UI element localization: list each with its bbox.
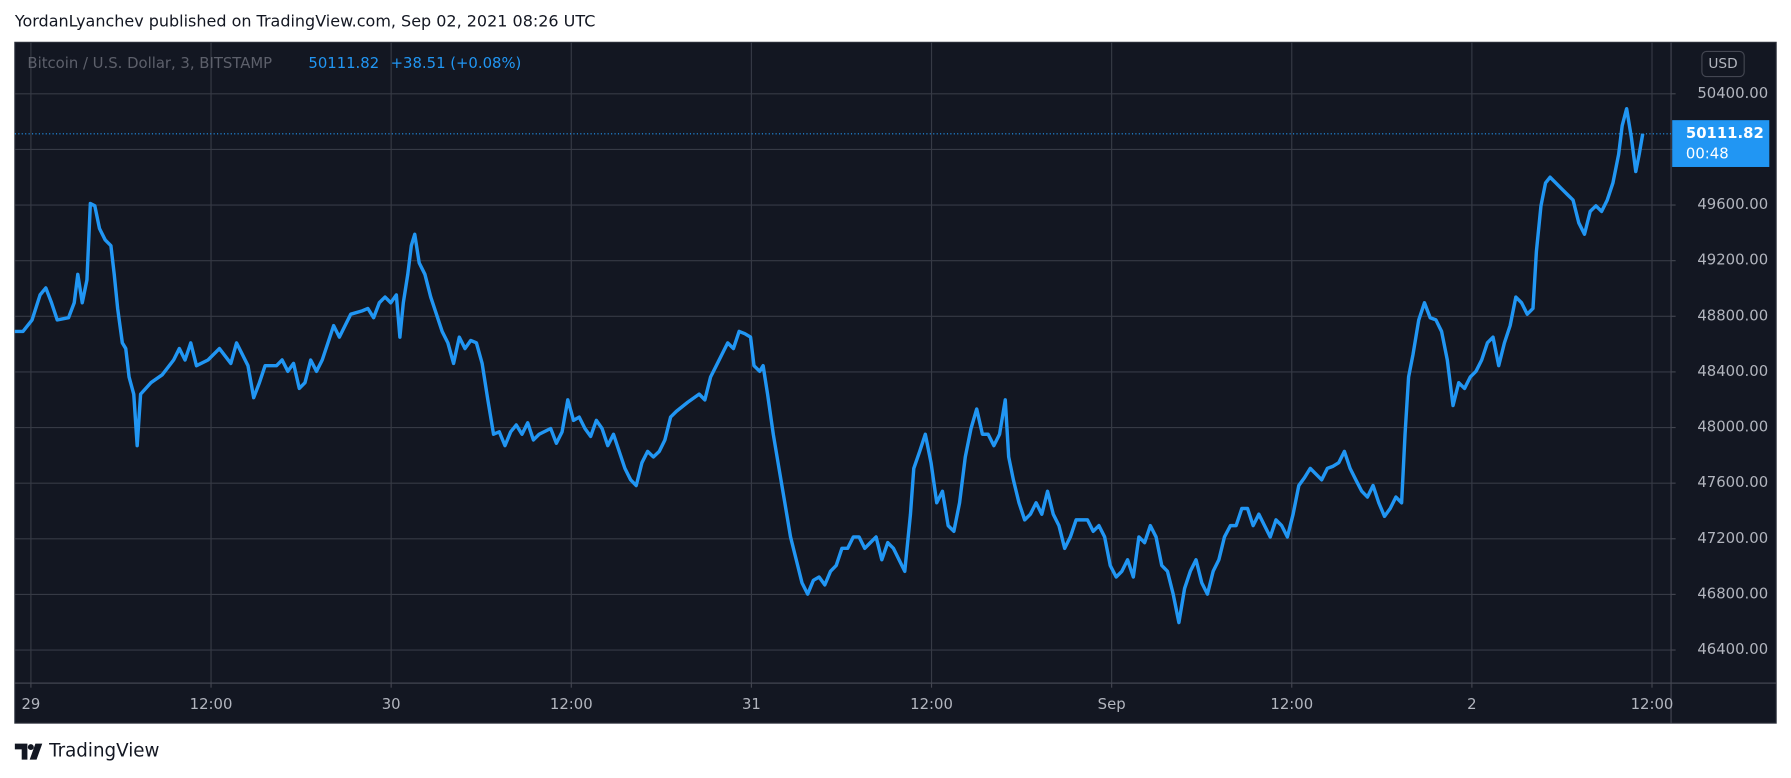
axes: 46400.00 46800.00 47200.00 47600.00 48000.00… [21, 85, 1770, 713]
chart-background [14, 41, 1777, 724]
x-tick-label: 12:00 [550, 696, 593, 713]
y-tick-label: 50400.00 [1697, 85, 1768, 102]
currency: USD [1708, 56, 1737, 72]
currency-box[interactable] [1701, 50, 1745, 78]
symbol-title: Bitcoin / U.S. Dollar, 3, BITSTAMP [27, 55, 272, 72]
logo-mark [14, 743, 43, 760]
brand-logo [14, 743, 43, 760]
plot [14, 106, 1672, 625]
x-tick-label: 29 [21, 696, 40, 713]
x-tick-label: 12:00 [910, 696, 953, 713]
y-tick-label: 46400.00 [1697, 641, 1768, 658]
y-tick-label: 46800.00 [1697, 585, 1768, 602]
y-tick-label: 48400.00 [1697, 363, 1768, 380]
brand-name: TradingView [48, 741, 159, 762]
last-price-label: 50111.82 [1686, 125, 1764, 142]
last-price: 50111.82 [308, 55, 379, 72]
price-change: +38.51 (+0.08%) [391, 55, 522, 72]
x-tick-label: 31 [742, 696, 761, 713]
grid [14, 42, 1672, 684]
x-tick-label: Sep [1098, 696, 1126, 713]
countdown: 00:48 [1686, 145, 1729, 162]
y-tick-label: 47200.00 [1697, 530, 1768, 547]
price-line [14, 106, 1645, 625]
y-tick-label: 48000.00 [1697, 419, 1768, 436]
x-tick-label: 12:00 [1270, 696, 1313, 713]
y-tick-label: 49600.00 [1697, 196, 1768, 213]
y-tick-label: 48800.00 [1697, 307, 1768, 324]
y-tick-label: 47600.00 [1697, 474, 1768, 491]
x-tick-label: 30 [382, 696, 401, 713]
last-price-tag [1672, 120, 1770, 167]
y-tick-label: 49200.00 [1697, 252, 1768, 269]
logo-dot [27, 744, 34, 751]
attribution: YordanLyanchev published on TradingView.… [14, 11, 596, 30]
x-tick-label: 12:00 [1631, 696, 1674, 713]
x-tick-label: 12:00 [190, 696, 233, 713]
x-tick-label: 2 [1467, 696, 1476, 713]
